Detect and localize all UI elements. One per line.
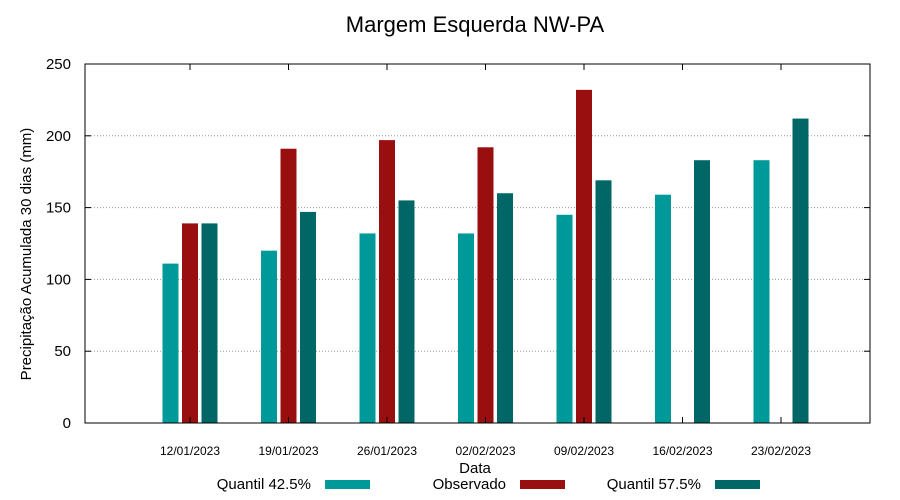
legend-label: Observado: [433, 476, 506, 493]
bar: [398, 200, 415, 423]
x-tick-label: 19/01/2023: [258, 444, 318, 458]
bar: [261, 250, 277, 423]
x-tick-label: 02/02/2023: [455, 444, 515, 458]
legend-label: Quantil 57.5%: [607, 476, 701, 493]
legend-swatch: [520, 480, 565, 489]
bar: [201, 223, 218, 423]
grid-lines: [85, 135, 870, 352]
legend-swatch: [325, 480, 370, 489]
y-tick-label: 250: [46, 56, 71, 73]
legend-label: Quantil 42.5%: [217, 476, 311, 493]
x-tick-label: 09/02/2023: [554, 444, 614, 458]
x-tick-label: 23/02/2023: [751, 444, 811, 458]
chart-title: Margem Esquerda NW-PA: [346, 12, 605, 37]
bar: [655, 194, 671, 423]
bar: [182, 223, 198, 423]
y-tick-labels: 0 50 100 150 200 250: [46, 56, 870, 432]
x-axis-label: Data: [459, 460, 491, 477]
x-tick-labels: 12/01/2023 19/01/2023 26/01/2023 02/02/2023…: [160, 64, 811, 458]
legend: Quantil 42.5% Observado Quantil 57.5%: [217, 476, 760, 493]
bar: [497, 193, 513, 423]
bar: [477, 147, 494, 423]
x-tick-label: 16/02/2023: [652, 444, 712, 458]
bar: [162, 263, 179, 423]
bar: [379, 140, 395, 423]
y-tick-label: 150: [46, 200, 71, 217]
bar: [300, 211, 316, 423]
x-tick-label: 12/01/2023: [160, 444, 220, 458]
y-tick-label: 100: [46, 271, 71, 288]
bar: [280, 148, 297, 423]
plot-frame: [84, 63, 871, 424]
bar: [753, 160, 770, 423]
bar: [556, 214, 573, 423]
y-tick-label: 200: [46, 128, 71, 145]
bar: [359, 233, 376, 423]
x-tick-label: 26/01/2023: [357, 444, 417, 458]
bar: [595, 180, 612, 423]
y-tick-label: 50: [54, 343, 71, 360]
y-axis-label: Precipitação Acumulada 30 dias (mm): [18, 128, 35, 381]
y-tick-label: 0: [63, 415, 71, 432]
bar: [576, 89, 592, 424]
legend-swatch: [715, 480, 760, 489]
bar: [694, 160, 710, 423]
bar: [792, 118, 809, 424]
bars-group: [162, 89, 809, 424]
bar: [458, 233, 474, 423]
